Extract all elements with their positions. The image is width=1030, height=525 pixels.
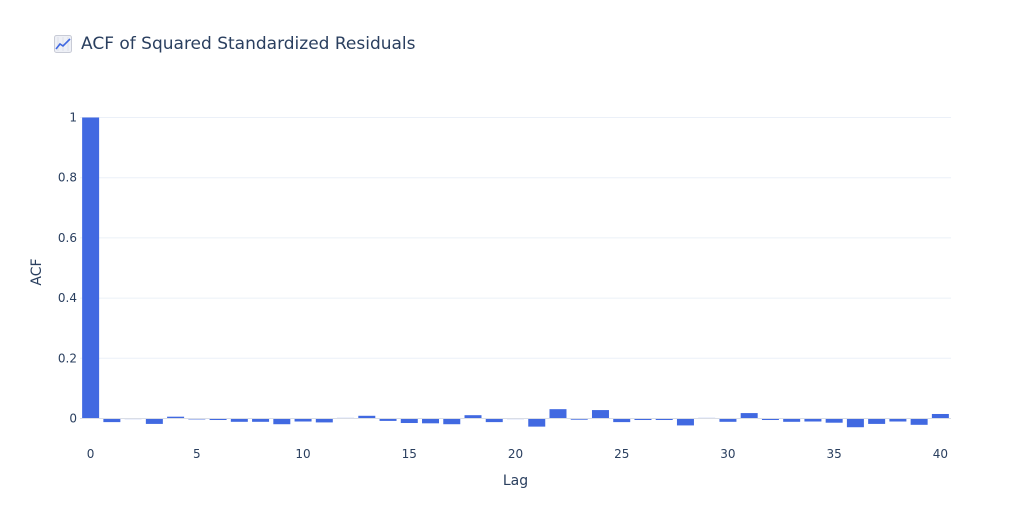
- x-tick-label: 30: [720, 447, 735, 461]
- acf-bar: [591, 410, 609, 419]
- x-tick-label: 0: [87, 447, 95, 461]
- acf-bar: [761, 418, 779, 421]
- acf-bar: [783, 418, 801, 422]
- acf-bar: [740, 413, 758, 419]
- acf-bar: [400, 418, 418, 424]
- acf-bar: [230, 418, 248, 422]
- acf-bar: [358, 415, 376, 419]
- acf-bar: [868, 418, 886, 424]
- acf-bar: [889, 418, 907, 422]
- acf-bar: [294, 418, 312, 422]
- x-tick-label: 5: [193, 447, 201, 461]
- x-tick-label: 10: [295, 447, 310, 461]
- y-tick-label: 0.8: [58, 171, 77, 185]
- acf-bar: [82, 117, 100, 419]
- acf-bar: [464, 415, 482, 419]
- x-tick-label: 25: [614, 447, 629, 461]
- acf-bar: [379, 418, 397, 421]
- chart-title: ACF of Squared Standardized Residuals: [81, 34, 416, 54]
- acf-bar: [252, 418, 270, 422]
- acf-bar: [676, 418, 694, 426]
- acf-bar: [443, 418, 461, 425]
- acf-bar: [528, 418, 546, 427]
- acf-bar: [910, 418, 928, 425]
- acf-bar: [103, 418, 121, 423]
- acf-bar: [719, 418, 737, 422]
- acf-bar: [485, 418, 503, 423]
- x-tick-label: 20: [508, 447, 523, 461]
- acf-bar: [634, 418, 652, 421]
- acf-bar: [549, 409, 567, 419]
- acf-bar: [422, 418, 440, 424]
- acf-bar: [273, 418, 291, 425]
- y-tick-label: 0.4: [58, 291, 77, 305]
- acf-bar: [655, 418, 673, 421]
- acf-bar: [209, 418, 227, 421]
- acf-bar: [825, 418, 843, 423]
- y-tick-label: 0: [69, 412, 77, 426]
- acf-bar: [167, 416, 185, 419]
- x-axis-title: Lag: [503, 473, 528, 489]
- y-tick-label: 1: [69, 111, 77, 125]
- chart-title-row: ACF of Squared Standardized Residuals: [54, 33, 416, 55]
- y-tick-label: 0.6: [58, 231, 77, 245]
- acf-bar: [931, 413, 949, 419]
- acf-bar: [846, 418, 864, 428]
- acf-bar: [804, 418, 822, 422]
- x-tick-label: 15: [402, 447, 417, 461]
- x-tick-label: 40: [933, 447, 948, 461]
- chart-increasing-icon: [54, 35, 72, 53]
- acf-bar: [315, 418, 333, 423]
- acf-bar: [570, 418, 588, 420]
- acf-bar: [613, 418, 631, 423]
- acf-bar: [145, 418, 163, 424]
- y-axis-title: ACF: [29, 258, 45, 285]
- y-tick-label: 0.2: [58, 351, 77, 365]
- x-tick-label: 35: [827, 447, 842, 461]
